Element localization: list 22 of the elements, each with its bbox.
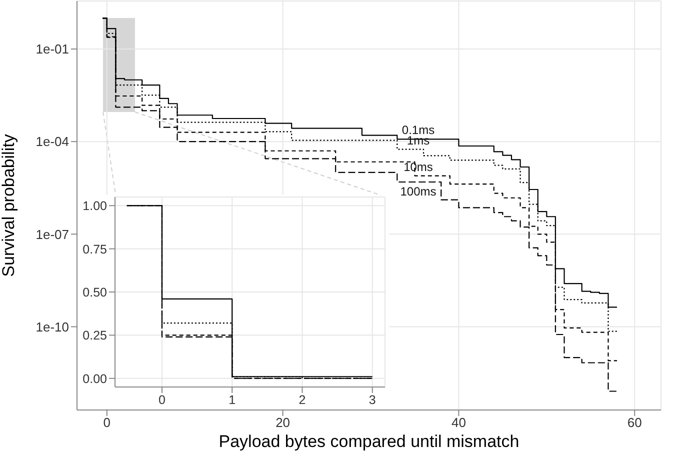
- series-label: 10ms: [404, 160, 433, 174]
- x-tick-label: 2: [298, 392, 306, 407]
- x-tick-label: 60: [627, 415, 642, 430]
- y-tick-label: 0.25: [82, 328, 108, 343]
- y-tick-label: 0.00: [82, 372, 108, 386]
- y-tick-label: 1e-01: [36, 42, 69, 57]
- x-tick-label: 40: [451, 415, 466, 430]
- series-label: 100ms: [400, 184, 436, 199]
- y-tick-label: 1e-10: [36, 319, 69, 334]
- series-label: 0.1ms: [402, 123, 435, 138]
- x-tick-label: 20: [276, 415, 290, 430]
- x-tick-label: 3: [368, 392, 376, 407]
- x-tick-label: 0: [103, 415, 111, 430]
- y-tick-label: 0.50: [82, 285, 108, 300]
- x-tick-label: 1: [228, 392, 236, 407]
- x-tick-label: 0: [158, 392, 166, 407]
- y-tick-label: 1.00: [82, 199, 108, 214]
- x-axis-title: Payload bytes compared until mismatch: [218, 432, 520, 451]
- y-tick-label: 1e-07: [36, 226, 69, 242]
- y-axis-title: Survival probability: [0, 134, 18, 277]
- y-tick-label: 1e-04: [36, 134, 69, 150]
- y-tick-label: 0.75: [82, 242, 108, 256]
